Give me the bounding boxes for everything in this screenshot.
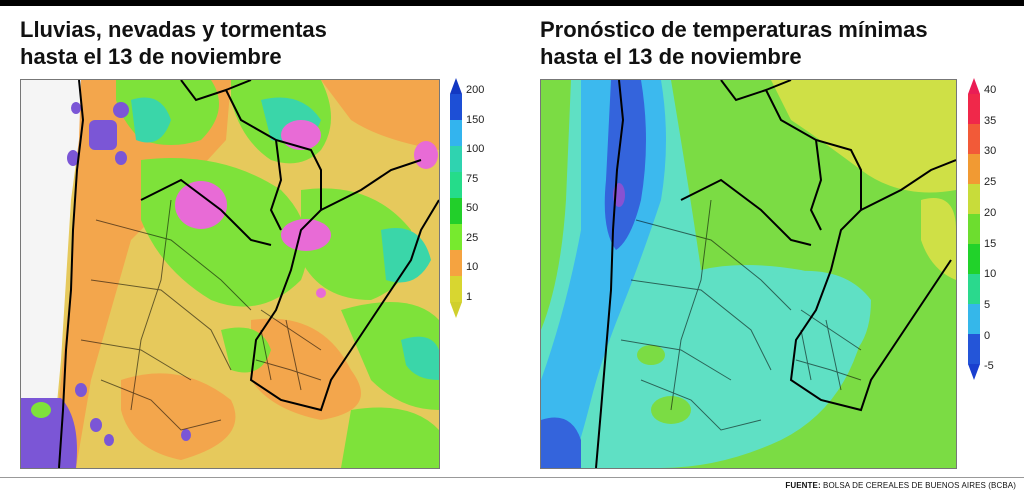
precipitation-legend-cap-bottom: [450, 302, 462, 318]
precipitation-legend-tick-label: 50: [466, 202, 479, 214]
right-map-title: Pronóstico de temperaturas mínimas hasta…: [540, 17, 928, 69]
temperature-legend-tick-label: 30: [984, 145, 997, 158]
temperature-legend-cap-bottom: [968, 364, 980, 380]
temperature-legend: 40 35 30 25 20 15 10 5 0 -5: [962, 78, 1012, 383]
precipitation-legend-swatch: [450, 276, 462, 303]
temperature-legend-tick-label: 10: [984, 268, 997, 281]
precipitation-legend-swatch: [450, 120, 462, 147]
footer-rule: [0, 477, 1024, 478]
temperature-legend-swatch: [968, 214, 980, 245]
temperature-legend-tick-label: 40: [984, 84, 997, 96]
precipitation-legend-tick-label: 100: [466, 143, 485, 155]
precipitation-map-graphic: [21, 80, 439, 468]
temperature-legend-swatch: [968, 304, 980, 335]
precipitation-legend-tick-label: 150: [466, 113, 485, 126]
temperature-legend-swatch: [968, 334, 980, 365]
precipitation-legend-tick-label: 10: [466, 261, 479, 273]
source-label: FUENTE:: [785, 481, 821, 490]
temperature-map-graphic: [541, 80, 956, 468]
precipitation-legend-bar: [450, 78, 462, 318]
precipitation-map: [20, 79, 440, 469]
precipitation-legend-swatch: [450, 224, 462, 251]
temperature-legend-tick-label: 20: [984, 206, 997, 219]
precipitation-legend-cap-top: [450, 78, 462, 94]
temperature-legend-swatch: [968, 154, 980, 185]
temperature-legend-tick-label: 35: [984, 114, 997, 127]
precipitation-legend-swatch: [450, 172, 462, 199]
precipitation-legend-swatch: [450, 94, 462, 121]
temperature-legend-bar: [968, 78, 980, 380]
top-rule: [0, 0, 1024, 6]
temperature-legend-tick-label: 0: [984, 329, 991, 342]
precipitation-legend-swatch: [450, 146, 462, 173]
temperature-legend-cap-top: [968, 78, 980, 94]
temperature-legend-swatch: [968, 124, 980, 155]
temperature-legend-tick-label: 5: [984, 298, 991, 311]
precipitation-legend-tick-label: 75: [466, 172, 479, 185]
source-credit: FUENTE: BOLSA DE CEREALES DE BUENOS AIRE…: [785, 481, 1016, 490]
precipitation-legend-swatch: [450, 250, 462, 277]
precipitation-legend-swatch: [450, 198, 462, 225]
precipitation-legend-tick-label: 25: [466, 231, 479, 244]
precipitation-legend-tick-label: 200: [466, 84, 485, 96]
temperature-legend-tick-label: 25: [984, 176, 997, 189]
precipitation-legend: 200 150 100 75 50 25 10 1: [444, 78, 494, 323]
source-text: BOLSA DE CEREALES DE BUENOS AIRES (BCBA): [820, 481, 1016, 490]
temperature-legend-swatch: [968, 244, 980, 275]
temperature-legend-swatch: [968, 184, 980, 215]
temperature-legend-tick-label: 15: [984, 237, 997, 250]
temperature-map: [540, 79, 957, 469]
left-map-title: Lluvias, nevadas y tormentas hasta el 13…: [20, 17, 327, 69]
temperature-legend-swatch: [968, 94, 980, 125]
temperature-legend-tick-label: -5: [984, 360, 994, 373]
precipitation-legend-tick-label: 1: [466, 290, 473, 303]
temperature-legend-swatch: [968, 274, 980, 305]
